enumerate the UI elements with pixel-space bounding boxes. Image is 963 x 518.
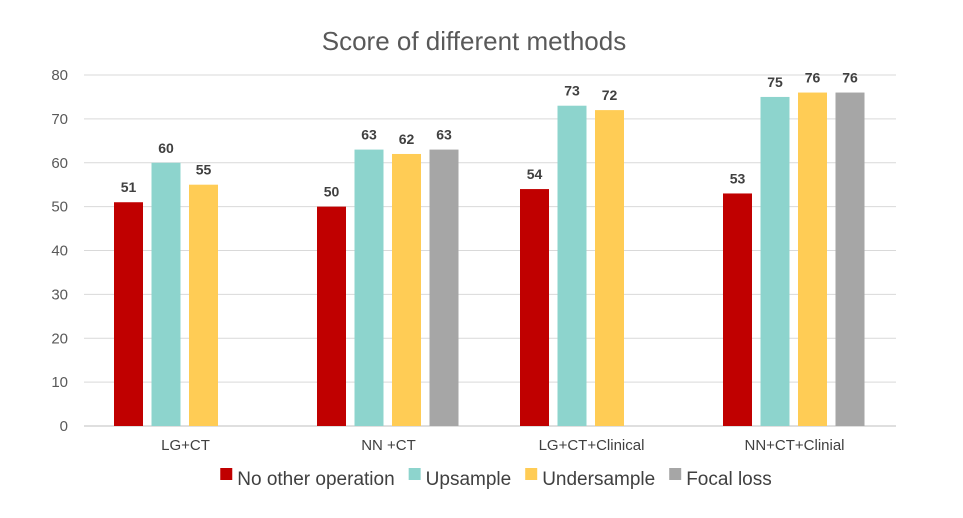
legend-item: No other operation bbox=[220, 468, 395, 490]
y-tick-label: 70 bbox=[51, 111, 68, 128]
data-label: 72 bbox=[602, 87, 618, 103]
legend-item: Focal loss bbox=[669, 468, 772, 490]
bar bbox=[798, 92, 827, 427]
data-label: 62 bbox=[399, 131, 415, 147]
x-axis-categories: LG+CT NN +CT LG+CT+Clinical NN+CT+Clinial bbox=[161, 437, 844, 454]
data-label: 63 bbox=[361, 127, 377, 143]
y-tick-label: 50 bbox=[51, 199, 68, 216]
bars bbox=[114, 92, 865, 427]
bar bbox=[189, 184, 218, 426]
category-label: LG+CT bbox=[161, 437, 210, 454]
data-label: 51 bbox=[121, 179, 137, 195]
legend-marker bbox=[220, 468, 233, 480]
bar bbox=[723, 193, 752, 426]
bar bbox=[835, 92, 865, 427]
data-label: 75 bbox=[767, 74, 783, 90]
legend-label: Upsample bbox=[426, 469, 512, 490]
bar bbox=[151, 162, 181, 426]
y-tick-label: 80 bbox=[51, 67, 68, 84]
legend-item: Undersample bbox=[525, 468, 655, 490]
legend-label: No other operation bbox=[237, 469, 394, 490]
data-label: 63 bbox=[436, 127, 452, 143]
bar bbox=[317, 206, 346, 426]
bar bbox=[114, 202, 143, 426]
bar bbox=[595, 110, 624, 426]
y-axis-ticks: 0 10 20 30 40 50 60 70 80 bbox=[51, 67, 68, 435]
data-label: 55 bbox=[196, 162, 212, 178]
y-tick-label: 10 bbox=[51, 374, 68, 391]
data-label: 76 bbox=[842, 70, 858, 86]
legend: No other operation Upsample Undersample Foc… bbox=[220, 468, 772, 490]
bar bbox=[520, 189, 549, 426]
data-label: 54 bbox=[527, 166, 543, 182]
grid bbox=[84, 74, 896, 427]
y-tick-label: 30 bbox=[51, 286, 68, 303]
data-labels: 51 60 55 50 63 62 63 54 73 72 53 75 76 76 bbox=[121, 70, 858, 200]
legend-marker bbox=[669, 468, 682, 480]
legend-label: Focal loss bbox=[686, 469, 772, 490]
y-tick-label: 0 bbox=[60, 418, 68, 435]
data-label: 76 bbox=[805, 70, 821, 86]
data-label: 50 bbox=[324, 184, 340, 200]
y-tick-label: 40 bbox=[51, 243, 68, 260]
bar bbox=[557, 105, 587, 427]
bar bbox=[760, 96, 790, 426]
chart-title: Score of different methods bbox=[322, 26, 626, 56]
y-tick-label: 60 bbox=[51, 155, 68, 172]
data-label: 60 bbox=[158, 140, 174, 156]
category-label: LG+CT+Clinical bbox=[539, 437, 645, 454]
legend-marker bbox=[408, 468, 421, 480]
legend-item: Upsample bbox=[408, 468, 512, 490]
legend-label: Undersample bbox=[542, 469, 655, 490]
data-label: 53 bbox=[730, 170, 746, 186]
bar bbox=[354, 149, 384, 426]
data-label: 73 bbox=[564, 83, 580, 99]
legend-marker bbox=[525, 468, 538, 480]
bar bbox=[392, 153, 421, 426]
y-tick-label: 20 bbox=[51, 330, 68, 347]
category-label: NN+CT+Clinial bbox=[744, 437, 844, 454]
category-label: NN +CT bbox=[361, 437, 416, 454]
bar bbox=[429, 149, 459, 426]
